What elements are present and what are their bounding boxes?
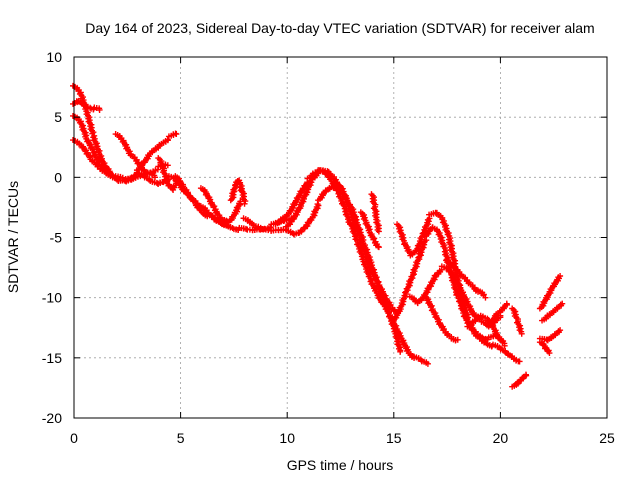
chart-title: Day 164 of 2023, Sidereal Day-to-day VTE… (85, 20, 594, 36)
data-point (424, 360, 431, 367)
data-point (454, 336, 461, 343)
data-point (557, 327, 564, 334)
data-point (128, 174, 135, 181)
data-point (501, 342, 508, 349)
series-trace-8 (172, 173, 295, 234)
data-point (375, 244, 382, 251)
data-point (242, 198, 249, 205)
series-trace-9 (197, 185, 244, 226)
series-trace-15 (368, 191, 382, 235)
y-tick-label: -20 (42, 410, 62, 426)
series-trace-7 (155, 155, 180, 193)
series-trace-2 (70, 97, 103, 113)
y-tick-label: 10 (46, 49, 62, 65)
x-tick-label: 25 (599, 430, 615, 446)
data-point (557, 273, 564, 280)
series-trace-22 (485, 300, 510, 330)
data-point (516, 358, 523, 365)
data-point (241, 200, 248, 207)
y-axis-label: SDTVAR / TECUs (5, 181, 21, 293)
y-tick-label: 5 (54, 109, 62, 125)
y-tick-label: 0 (54, 169, 62, 185)
series-trace-25 (536, 273, 564, 312)
data-point (503, 300, 510, 307)
series-trace-20 (443, 257, 489, 301)
data-point (518, 330, 525, 337)
data-point (482, 294, 489, 301)
axes: 0 5 10 15 20 25 -20 -15 -10 -5 0 5 10 (42, 49, 615, 446)
data-point (173, 131, 180, 138)
x-tick-label: 10 (279, 430, 295, 446)
series-trace-19 (421, 293, 461, 344)
x-axis-label: GPS time / hours (287, 457, 394, 473)
series-trace-23 (509, 305, 525, 337)
series-trace-24 (509, 371, 530, 390)
data-point (546, 350, 553, 357)
data-point (127, 175, 134, 182)
data-point (375, 228, 382, 235)
y-tick-label: -5 (50, 230, 63, 246)
data-point (96, 106, 103, 113)
y-tick-label: -15 (42, 350, 62, 366)
data-point (164, 136, 171, 143)
series-trace-13 (283, 183, 404, 355)
data-point (522, 371, 529, 378)
series-trace-27 (539, 300, 566, 324)
y-tick-label: -10 (42, 290, 62, 306)
series-trace-21 (464, 312, 508, 349)
series-trace-26 (536, 327, 564, 344)
series-trace-5 (112, 131, 159, 181)
data-point (152, 174, 159, 181)
data-point (229, 224, 236, 231)
data-point (440, 325, 447, 332)
x-tick-label: 5 (177, 430, 185, 446)
x-tick-label: 0 (70, 430, 78, 446)
series-trace-14 (357, 209, 382, 251)
series-trace-10 (227, 177, 249, 207)
grid (74, 57, 607, 418)
data-point (164, 162, 171, 169)
data-point (559, 300, 566, 307)
x-tick-label: 20 (493, 430, 509, 446)
series-trace-28 (536, 339, 553, 357)
x-tick-label: 15 (386, 430, 402, 446)
data-point (397, 348, 404, 355)
